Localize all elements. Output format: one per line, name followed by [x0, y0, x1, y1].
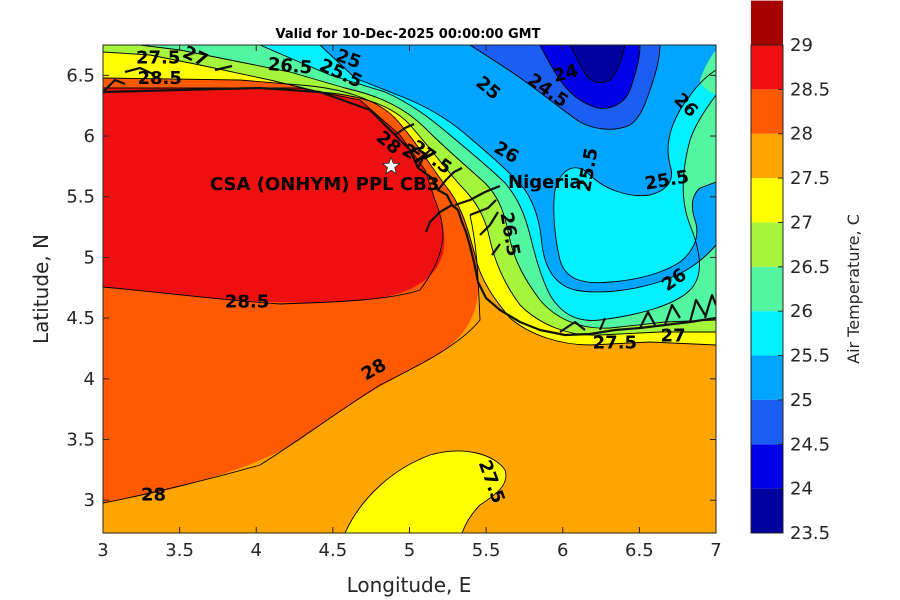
coastline-creeks: [103, 64, 716, 333]
colorbar-tick-label: 25.5: [790, 346, 830, 367]
colorbar-swatch: [751, 0, 783, 45]
contour-label: 28.5: [225, 291, 269, 312]
y-tick-label: 6: [84, 126, 95, 147]
y-tick-label: 5.5: [66, 187, 95, 208]
figure-title: Valid for 10-Dec-2025 00:00:00 GMT: [276, 27, 541, 42]
colorbar-tick-label: 25: [790, 390, 813, 411]
colorbar-tick-label: 27.5: [790, 168, 830, 189]
colorbar-tick-label: 28: [790, 124, 813, 145]
isoline: [139, 45, 716, 329]
isoline: [553, 69, 716, 284]
colorbar-tick-label: 26: [790, 301, 813, 322]
isoline: [103, 214, 481, 504]
y-tick-label: 5: [84, 247, 95, 268]
colorbar-swatch: [751, 355, 783, 400]
colorbar-frame: [750, 44, 784, 534]
colorbar-ticks: 23.5 24 24.5 25 25.5 26 26.5 27 27.5 28 28.5 29: [778, 35, 830, 544]
colorbar-tick-label: 27: [790, 212, 813, 233]
isoline: [569, 45, 626, 84]
colorbar-label: Air Temperature, C: [844, 214, 863, 364]
site-label: CSA (ONHYM) PPL CB3: [210, 174, 439, 195]
colorbar-swatch: [751, 178, 783, 223]
band-27-27-5-south: [345, 450, 506, 533]
colorbar-tick-label: 26.5: [790, 257, 830, 278]
x-axis-label: Longitude, E: [347, 573, 472, 597]
river-niger-delta: [394, 122, 463, 233]
isoline: [319, 45, 716, 293]
isoline: [469, 45, 661, 130]
colorbar-tick-label: 24: [790, 479, 813, 500]
band-28-5-29: [103, 88, 445, 303]
x-tick-label: 7: [710, 540, 721, 561]
coastline: [103, 86, 716, 337]
colorbar-swatch: [751, 399, 783, 445]
isoline: [103, 51, 716, 336]
contour-label: 28: [141, 484, 166, 505]
colorbar-swatch: [751, 222, 783, 267]
colorbar-swatch: [751, 488, 783, 533]
contour-label: 26.5: [267, 54, 313, 79]
x-axis: 3 3.5 4 4.5 5 5.5 6 6.5 7: [97, 45, 722, 561]
y-tick-label: 3.5: [66, 430, 95, 451]
x-tick-label: 5.5: [472, 540, 501, 561]
colorbar-swatch: [751, 444, 783, 489]
y-tick-label: 4: [84, 369, 95, 390]
band-23-5-24: [570, 45, 625, 83]
isoline: [539, 45, 641, 109]
temperature-field: CSA (ONHYM) PPL CB3 Nigeria 27.528.527 26…: [103, 45, 716, 533]
x-tick-label: 3: [97, 540, 108, 561]
site-star-icon: [381, 156, 401, 175]
contour-label: 27.5: [593, 333, 637, 354]
x-tick-label: 5: [404, 540, 415, 561]
colorbar-swatch: [751, 266, 783, 312]
colorbar: [751, 0, 783, 533]
x-tick-label: 3.5: [165, 540, 194, 561]
y-axis: 3 3.5 4 4.5 5 5.5 6 6.5: [66, 65, 716, 511]
colorbar-swatch: [751, 89, 783, 134]
x-tick-label: 6: [557, 540, 568, 561]
contour-label: 27.5: [136, 47, 180, 68]
colorbar-tick-label: 24.5: [790, 434, 830, 455]
x-tick-label: 6.5: [625, 540, 654, 561]
y-tick-label: 3: [84, 490, 95, 511]
colorbar-tick-label: 23.5: [790, 523, 830, 544]
colorbar-swatch: [751, 133, 783, 179]
country-label: Nigeria: [508, 172, 582, 193]
x-tick-label: 4.5: [319, 540, 348, 561]
colorbar-swatch: [751, 45, 783, 90]
isoline: [344, 450, 507, 533]
contour-label: 28.5: [137, 68, 181, 89]
y-tick-label: 6.5: [66, 65, 95, 86]
x-tick-label: 4: [251, 540, 262, 561]
isoline: [259, 45, 716, 321]
colorbar-tick-label: 29: [790, 35, 813, 56]
colorbar-swatch: [751, 311, 783, 356]
band-26-patch-ne: [700, 50, 716, 95]
contour-label: 27: [661, 325, 686, 346]
colorbar-tick-label: 28.5: [790, 79, 830, 100]
y-tick-label: 4.5: [66, 308, 95, 329]
y-axis-label: Latitude, N: [29, 234, 53, 344]
